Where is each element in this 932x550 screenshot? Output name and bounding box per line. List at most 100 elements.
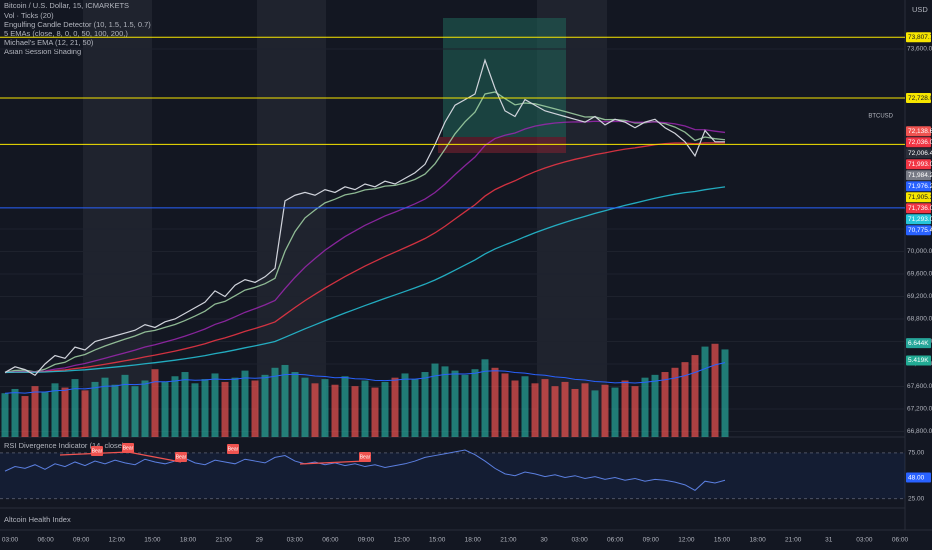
volume-bar (611, 387, 619, 437)
volume-bar (221, 381, 229, 437)
symbol-title: Bitcoin / U.S. Dollar, 15, ICMARKETS (4, 1, 129, 10)
rsi-title: RSI Divergence Indicator (14, close) (4, 441, 125, 450)
volume-label: 5.419K (908, 357, 929, 364)
volume-bar (201, 379, 209, 437)
x-tick-label: 15:00 (429, 537, 446, 544)
volume-bar (31, 386, 39, 437)
volume-bar (621, 380, 629, 437)
price-label-box (906, 32, 931, 43)
volume-bar (371, 387, 379, 437)
volume-bar (261, 374, 269, 437)
price-label: 73,807.76 (908, 34, 932, 41)
volume-bar (691, 355, 699, 437)
volume-bar (331, 384, 339, 437)
price-label: 71,984.29 (908, 172, 932, 179)
indicator-label: Asian Session Shading (4, 47, 81, 56)
bear-label: Bear (123, 445, 134, 451)
x-tick-label: 03:00 (2, 537, 19, 544)
x-tick-label: 06:00 (607, 537, 624, 544)
volume-bar (481, 359, 489, 437)
bear-tag (91, 446, 103, 456)
volume-bar (451, 370, 459, 437)
volume-bar (651, 374, 659, 437)
price-label-box (906, 214, 931, 225)
price-label-box (906, 170, 931, 181)
price-label-box (906, 93, 931, 104)
symbol-tag: BTCUSD (868, 114, 893, 120)
rsi-tick-label: 25.00 (908, 495, 925, 502)
x-tick-label: 31 (825, 537, 833, 544)
x-tick-label: 12:00 (393, 537, 410, 544)
volume-bar (641, 377, 649, 437)
volume-bar (511, 380, 519, 437)
price-label: 72,138.67 (908, 128, 932, 135)
x-tick-label: 21:00 (785, 537, 802, 544)
price-label-box (906, 203, 931, 214)
volume-bar (281, 364, 289, 437)
price-label-box (906, 148, 931, 159)
currency[interactable]: USD (912, 5, 928, 14)
volume-bar (521, 376, 529, 437)
x-tick-label: 18:00 (749, 537, 766, 544)
y-tick-label: 73,600.00 (907, 46, 932, 53)
bear-tag (122, 443, 134, 453)
volume-bar (61, 387, 69, 437)
volume-bar (631, 386, 639, 437)
volume-bar (121, 374, 129, 437)
x-tick-label: 21:00 (215, 537, 232, 544)
volume-bar (71, 379, 79, 437)
session-box (83, 0, 152, 437)
x-tick-label: 09:00 (73, 537, 90, 544)
price-label: 71,993.08 (908, 161, 932, 168)
volume-bar (421, 372, 429, 437)
x-tick-label: 09:00 (358, 537, 375, 544)
x-tick-label: 06:00 (892, 537, 909, 544)
x-tick-label: 18:00 (180, 537, 197, 544)
volume-bar (401, 373, 409, 437)
volume-bar (161, 381, 169, 437)
volume-bar (51, 383, 59, 437)
y-tick-label: 68,800.00 (907, 316, 932, 323)
price-label: 71,736.03 (908, 205, 932, 212)
x-tick-label: 09:00 (643, 537, 660, 544)
volume-bar (391, 377, 399, 437)
volume-bar (461, 374, 469, 437)
y-tick-label: 69,600.00 (907, 271, 932, 278)
session-shading (83, 0, 607, 437)
volume-bar (501, 373, 509, 437)
price-label-box (906, 225, 931, 236)
volume-bar (231, 377, 239, 437)
volume-bar (81, 390, 89, 437)
price-label-box (906, 192, 931, 203)
x-tick-label: 06:00 (322, 537, 339, 544)
volume-bar (551, 386, 559, 437)
indicator-label: Engulfing Candle Detector (10, 1.5, 1.5,… (4, 20, 151, 29)
x-tick-label: 12:00 (109, 537, 126, 544)
bear-label: Bear (228, 446, 239, 452)
volume-bar (311, 383, 319, 437)
volume-bar (241, 370, 249, 437)
volume-bar (561, 381, 569, 437)
volume-bar (471, 369, 479, 437)
stop-box (438, 137, 566, 153)
volume-bar (291, 372, 299, 437)
volume-label-box (906, 355, 931, 366)
x-tick-label: 03:00 (287, 537, 304, 544)
volume-bar (91, 381, 99, 437)
price-label-box (906, 181, 931, 192)
volume-bar (681, 362, 689, 437)
bear-label: Bear (92, 448, 103, 454)
rsi-tick-label: 75.00 (908, 450, 925, 457)
volume-bar (21, 396, 29, 437)
bear-tag (175, 452, 187, 462)
bear-label: Bear (360, 454, 371, 460)
indicator-label: Vol · Ticks (20) (4, 11, 54, 20)
volume-bar (601, 384, 609, 437)
x-tick-label: 06:00 (37, 537, 54, 544)
price-label: 71,293.08 (908, 216, 932, 223)
x-tick-label: 12:00 (678, 537, 695, 544)
volume-bar (111, 384, 119, 437)
indicator-label: 5 EMAs (close, 8, 0, 0, 50, 100, 200,) (4, 29, 128, 38)
rsi-band (0, 452, 905, 499)
